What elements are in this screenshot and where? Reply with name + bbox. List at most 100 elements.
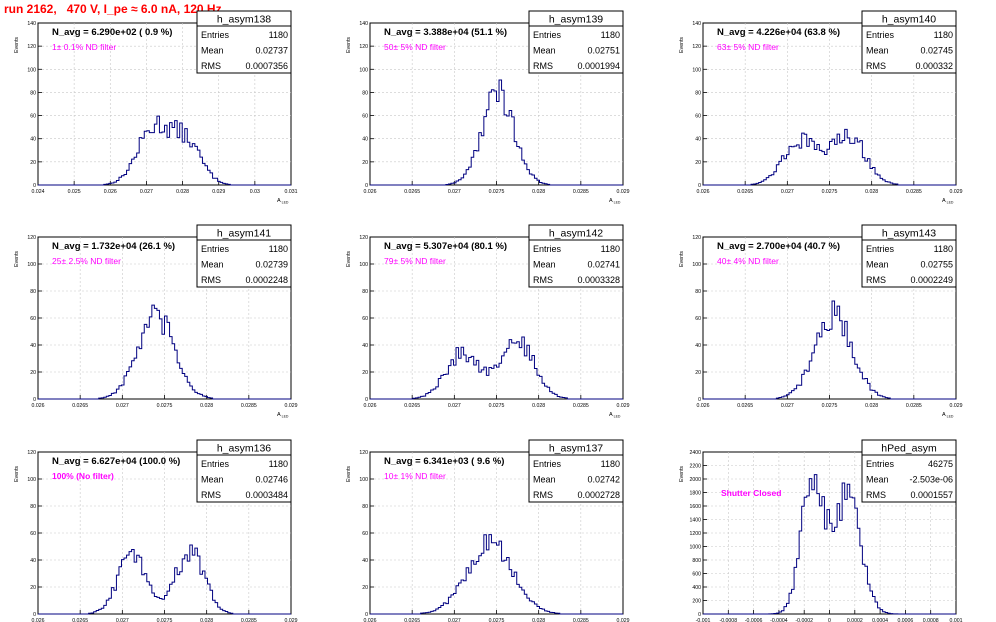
histogram-panel-h_asym136: 0.026 0.0265 0.027 0.0275 0.028 0.0285 0.029 0 2… — [14, 439, 298, 622]
y-tick-label: 100 — [692, 262, 701, 268]
stats-box — [196, 10, 292, 74]
stats-label: Mean — [533, 260, 556, 270]
stats-box — [528, 439, 624, 503]
stats-label: RMS — [201, 275, 221, 285]
x-tick-label: 0.024 — [32, 189, 45, 195]
y-tick-label: 200 — [692, 599, 701, 605]
y-tick-label: 140 — [359, 21, 368, 27]
y-tick-label: 20 — [30, 370, 36, 376]
stats-value: 0.0001994 — [577, 61, 620, 71]
stats-label: Mean — [866, 260, 889, 270]
x-tick-label: 0.027 — [448, 403, 461, 409]
histogram-line — [703, 300, 956, 400]
x-tick-label: 0.0002 — [847, 618, 863, 622]
stats-label: RMS — [201, 61, 221, 71]
x-tick-label: 0.029 — [950, 403, 963, 409]
y-tick-label: 100 — [359, 262, 368, 268]
stats-value: 0.0002728 — [577, 490, 620, 500]
x-tick-label: 0.028 — [865, 403, 878, 409]
stats-value: 1180 — [601, 459, 620, 469]
x-axis-subscript: LED — [281, 415, 289, 419]
stats-label: Mean — [866, 46, 889, 56]
panel-annotation: 79± 5% ND filter — [384, 256, 446, 266]
x-tick-label: 0.028 — [200, 618, 213, 622]
panel-annotation: 63± 5% ND filter — [717, 42, 779, 52]
y-tick-label: 1200 — [689, 531, 701, 537]
stats-label: Entries — [201, 459, 230, 469]
y-axis-title: Events — [679, 251, 685, 267]
histogram-panel-h_asym138: 0.024 0.025 0.026 0.027 0.028 0.029 0.03 0.031 0… — [14, 10, 298, 205]
y-tick-label: 2000 — [689, 477, 701, 483]
y-tick-label: 1800 — [689, 491, 701, 497]
x-tick-label: -0.0002 — [795, 618, 813, 622]
y-tick-label: 120 — [359, 235, 368, 241]
x-tick-label: -0.0004 — [770, 618, 788, 622]
x-axis-subscript: LED — [946, 415, 954, 419]
stats-value: 0.0007356 — [245, 61, 288, 71]
histogram-panel-h_asym141: 0.026 0.0265 0.027 0.0275 0.028 0.0285 0.029 0 2… — [14, 224, 298, 419]
panel-header: N_avg = 3.388e+04 (51.1 %) — [384, 27, 507, 38]
x-axis-title: A LED — [609, 412, 621, 419]
y-tick-label: 0 — [33, 397, 36, 403]
histogram-line — [370, 336, 623, 400]
y-tick-label: 40 — [362, 343, 368, 349]
y-tick-label: 60 — [695, 316, 701, 322]
y-tick-label: 120 — [359, 44, 368, 50]
stats-title: h_asym138 — [217, 14, 271, 26]
y-tick-label: 60 — [695, 114, 701, 120]
x-tick-label: 0.028 — [176, 189, 189, 195]
stats-title: h_asym143 — [882, 228, 936, 240]
x-tick-label: 0.0275 — [489, 618, 505, 622]
x-tick-label: 0.027 — [448, 618, 461, 622]
histogram-line — [370, 534, 623, 615]
x-axis-title: A LED — [942, 412, 954, 419]
x-tick-label: 0.0265 — [404, 403, 420, 409]
y-tick-label: 20 — [362, 585, 368, 591]
histogram-panel-h_asym140: 0.026 0.0265 0.027 0.0275 0.028 0.0285 0.029 0 2… — [679, 10, 963, 205]
y-tick-label: 80 — [362, 90, 368, 96]
stats-box — [861, 10, 957, 74]
stats-label: RMS — [533, 275, 553, 285]
stats-label: Entries — [201, 244, 230, 254]
y-tick-label: 0 — [698, 397, 701, 403]
x-tick-label: 0.026 — [364, 403, 377, 409]
stats-label: Mean — [866, 475, 889, 485]
y-tick-label: 40 — [30, 343, 36, 349]
histogram-line — [38, 115, 291, 186]
x-tick-label: -0.001 — [696, 618, 711, 622]
y-tick-label: 120 — [692, 235, 701, 241]
y-tick-label: 60 — [30, 114, 36, 120]
stats-label: Entries — [533, 459, 562, 469]
stats-box — [196, 439, 292, 503]
x-axis-subscript: LED — [613, 415, 621, 419]
x-tick-label: 0.027 — [116, 403, 129, 409]
stats-title: h_asym141 — [217, 228, 271, 240]
stats-label: Entries — [866, 459, 895, 469]
y-axis-title: Events — [679, 37, 685, 53]
y-tick-label: 40 — [30, 137, 36, 143]
x-tick-label: 0.0265 — [737, 189, 753, 195]
x-tick-label: 0.026 — [364, 189, 377, 195]
stats-label: Mean — [533, 475, 556, 485]
stats-label: Entries — [866, 30, 895, 40]
stats-label: RMS — [866, 61, 886, 71]
y-tick-label: 20 — [695, 160, 701, 166]
x-tick-label: 0.0285 — [241, 403, 257, 409]
stats-box — [196, 224, 292, 288]
histogram-line — [38, 304, 291, 400]
panel-annotation: Shutter Closed — [721, 488, 781, 498]
x-axis-title: A LED — [277, 412, 289, 419]
y-tick-label: 0 — [698, 612, 701, 618]
stats-value: 0.0002249 — [910, 275, 953, 285]
y-tick-label: 60 — [30, 531, 36, 537]
y-tick-label: 40 — [695, 137, 701, 143]
x-tick-label: 0.029 — [617, 189, 630, 195]
x-axis-subscript: LED — [281, 201, 289, 205]
y-tick-label: 120 — [359, 450, 368, 456]
stats-label: Entries — [533, 30, 562, 40]
x-tick-label: 0.026 — [697, 403, 710, 409]
x-axis-subscript: LED — [946, 201, 954, 205]
panel-header: N_avg = 1.732e+04 (26.1 %) — [52, 241, 175, 252]
x-tick-label: 0.029 — [285, 403, 298, 409]
x-tick-label: -0.0008 — [719, 618, 737, 622]
